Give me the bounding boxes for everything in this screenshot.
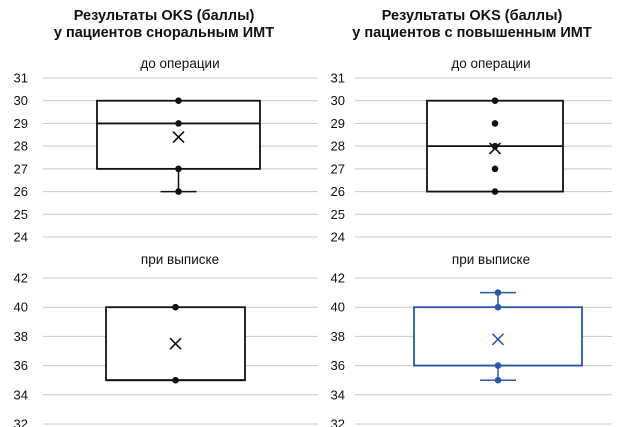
- y-tick-label: 32: [331, 417, 345, 427]
- y-tick-label: 32: [14, 417, 28, 427]
- data-point: [494, 376, 502, 384]
- right-column-title: Результаты OKS (баллы) у пациентов с пов…: [322, 8, 622, 42]
- mean-marker: [172, 130, 185, 144]
- data-point: [491, 120, 499, 127]
- box: [413, 306, 583, 367]
- panel-title: при выписке: [141, 252, 219, 267]
- data-point: [175, 97, 182, 105]
- mean-marker-stroke: [488, 142, 502, 155]
- y-tick-label: 27: [331, 161, 345, 176]
- panel-2: до операции 24 25 26 27 28 29 30 31: [331, 56, 612, 245]
- data-point: [172, 376, 179, 384]
- panel-title: до операции: [451, 56, 530, 71]
- y-tick-label: 24: [331, 230, 345, 245]
- data-point: [491, 188, 499, 195]
- y-tick-label: 30: [14, 93, 28, 108]
- y-tick-label: 24: [14, 230, 28, 245]
- y-tick-label: 34: [14, 387, 28, 402]
- data-point: [175, 165, 182, 173]
- y-tick-label: 26: [14, 184, 28, 199]
- left-title-line1: Результаты OKS (баллы): [73, 8, 255, 24]
- panel-1: до операции 24 25 26 27 28 29 30 31: [14, 56, 318, 245]
- data-point: [172, 303, 179, 311]
- mean-marker-stroke: [491, 333, 505, 346]
- data-point: [494, 303, 502, 311]
- y-tick-label: 27: [14, 161, 28, 176]
- mean-marker: [169, 337, 182, 350]
- data-point: [491, 165, 499, 173]
- y-tick-label: 38: [331, 329, 345, 344]
- y-tick-label: 29: [14, 116, 28, 131]
- y-tick-label: 42: [14, 271, 28, 286]
- data-point: [494, 362, 502, 369]
- data-point: [491, 97, 499, 105]
- right-title-line1: Результаты OKS (баллы): [381, 8, 563, 24]
- panel-4: при выписке 32 34 36 38 40 42: [331, 252, 612, 427]
- y-tick-label: 28: [14, 139, 28, 154]
- y-tick-label: 26: [331, 184, 345, 199]
- data-point: [494, 289, 502, 296]
- y-tick-label: 42: [331, 271, 345, 286]
- y-tick-label: 31: [14, 71, 28, 86]
- y-tick-label: 40: [331, 300, 345, 315]
- y-tick-label: 34: [331, 387, 345, 402]
- panel-3: при выписке 32 34 36 38 40 42: [14, 252, 318, 427]
- left-title-line2: у пациентов сноральным ИМТ: [53, 25, 275, 41]
- panel-title: до операции: [140, 56, 219, 71]
- mean-marker: [491, 333, 505, 346]
- y-tick-label: 36: [331, 358, 345, 373]
- y-tick-label: 31: [331, 71, 345, 86]
- data-point: [175, 188, 182, 195]
- panel-title: при выписке: [452, 252, 530, 267]
- right-title-line2: у пациентов с повышенным ИМТ: [352, 25, 592, 41]
- y-tick-label: 36: [14, 358, 28, 373]
- y-tick-label: 29: [331, 116, 345, 131]
- mean-marker: [488, 142, 502, 155]
- y-tick-label: 38: [14, 329, 28, 344]
- y-tick-label: 25: [14, 207, 28, 222]
- left-column-title: Результаты OKS (баллы) у пациентов снора…: [14, 8, 314, 42]
- data-point: [175, 120, 182, 127]
- mean-marker-stroke: [172, 130, 185, 144]
- mean-marker-stroke: [169, 337, 182, 350]
- y-tick-label: 30: [331, 93, 345, 108]
- y-tick-label: 40: [14, 300, 28, 315]
- box: [96, 99, 261, 170]
- y-tick-label: 25: [331, 207, 345, 222]
- y-tick-label: 28: [331, 139, 345, 154]
